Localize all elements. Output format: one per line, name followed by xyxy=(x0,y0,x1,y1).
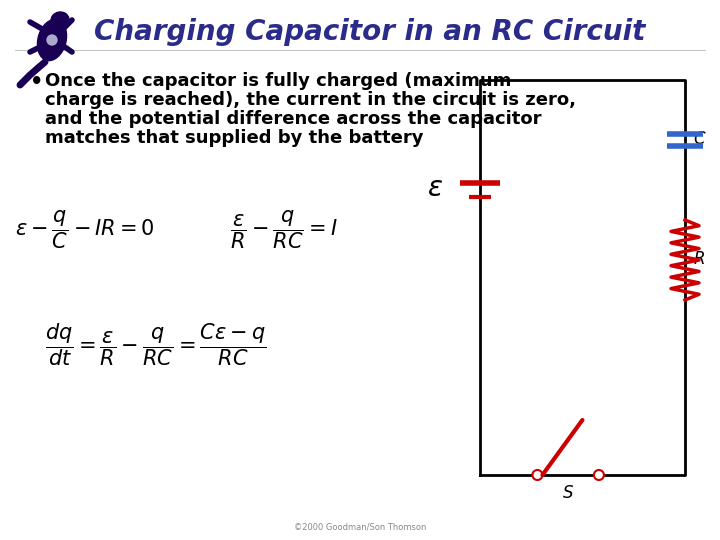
Text: charge is reached), the current in the circuit is zero,: charge is reached), the current in the c… xyxy=(45,91,576,109)
Ellipse shape xyxy=(37,19,66,60)
Text: $\varepsilon - \dfrac{q}{C} - IR = 0$: $\varepsilon - \dfrac{q}{C} - IR = 0$ xyxy=(15,209,155,251)
Text: $S$: $S$ xyxy=(562,484,574,502)
Text: •: • xyxy=(30,72,43,92)
Text: Once the capacitor is fully charged (maximum: Once the capacitor is fully charged (max… xyxy=(45,72,511,90)
Text: ©2000 Goodman/Son Thomson: ©2000 Goodman/Son Thomson xyxy=(294,523,426,532)
Circle shape xyxy=(532,470,542,480)
Text: $\varepsilon$: $\varepsilon$ xyxy=(427,174,443,201)
Text: $\dfrac{\varepsilon}{R} - \dfrac{q}{RC} = I$: $\dfrac{\varepsilon}{R} - \dfrac{q}{RC} … xyxy=(230,209,338,251)
Ellipse shape xyxy=(47,35,57,45)
Text: $R$: $R$ xyxy=(693,252,705,268)
Text: $C$: $C$ xyxy=(693,132,706,148)
Text: Charging Capacitor in an RC Circuit: Charging Capacitor in an RC Circuit xyxy=(94,18,646,46)
Circle shape xyxy=(594,470,604,480)
Text: matches that supplied by the battery: matches that supplied by the battery xyxy=(45,129,423,147)
Ellipse shape xyxy=(51,12,69,28)
Text: $\dfrac{dq}{dt} = \dfrac{\varepsilon}{R} - \dfrac{q}{RC} = \dfrac{C\varepsilon -: $\dfrac{dq}{dt} = \dfrac{\varepsilon}{R}… xyxy=(45,322,266,368)
Text: and the potential difference across the capacitor: and the potential difference across the … xyxy=(45,110,541,128)
